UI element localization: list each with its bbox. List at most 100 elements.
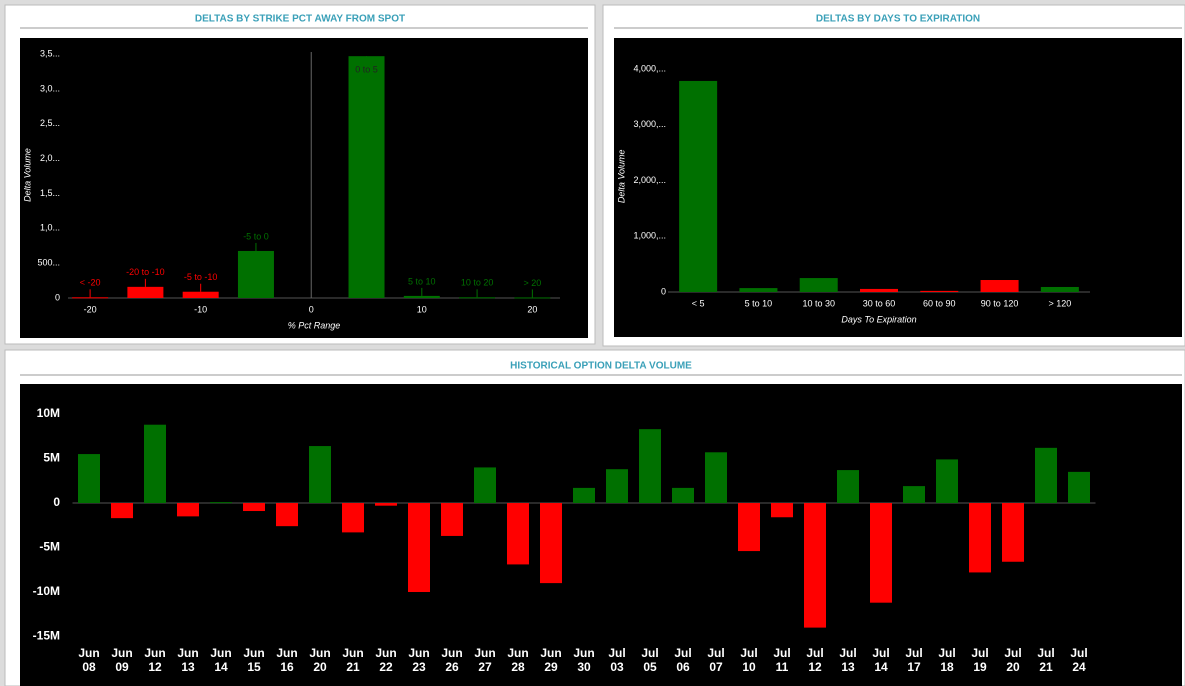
x-tick-label: 60 to 90 <box>923 298 956 308</box>
y-tick-label: 3,000,... <box>633 119 666 129</box>
x-tick-label: Jun 15 <box>243 646 265 675</box>
y-tick-label: 0 <box>53 495 60 509</box>
x-tick-label: Jun 08 <box>78 646 100 675</box>
panel-title: DELTAS BY STRIKE PCT AWAY FROM SPOT <box>195 14 405 25</box>
x-tick-label: 0 <box>309 304 314 314</box>
x-tick-label: Jun 28 <box>507 646 529 675</box>
x-tick-label: Jun 13 <box>177 646 199 675</box>
bar <box>144 424 166 504</box>
y-tick-label: 2,5... <box>40 118 60 128</box>
bar <box>837 470 859 504</box>
bar <box>540 503 562 584</box>
bar <box>969 503 991 573</box>
x-tick-label: Jun 20 <box>309 646 331 675</box>
x-tick-label: 20 <box>527 304 537 314</box>
y-tick-label: 3,0... <box>40 83 60 93</box>
y-tick-label: -15M <box>33 629 60 643</box>
x-tick-label: Jul 18 <box>938 646 956 675</box>
bar <box>1040 286 1079 292</box>
y-tick-label: 0 <box>661 286 666 296</box>
bar <box>177 503 199 517</box>
x-tick-label: Jul 17 <box>905 646 923 675</box>
bar <box>1002 503 1024 562</box>
x-tick-label: 10 <box>417 304 427 314</box>
bar <box>771 503 793 518</box>
panel-title: HISTORICAL OPTION DELTA VOLUME <box>510 361 692 372</box>
x-tick-label: Jun 30 <box>573 646 595 675</box>
y-tick-label: 0 <box>55 292 60 302</box>
bar <box>182 291 219 298</box>
bar <box>474 467 496 504</box>
y-tick-label: 5M <box>43 451 60 465</box>
x-tick-label: Jun 21 <box>342 646 364 675</box>
bar <box>127 286 164 298</box>
x-tick-label: Jul 05 <box>641 646 659 675</box>
bar <box>276 503 298 527</box>
x-tick-label: Jul 19 <box>971 646 989 675</box>
x-tick-label: > 120 <box>1048 298 1071 308</box>
bar <box>870 503 892 603</box>
y-tick-label: 1,5... <box>40 188 60 198</box>
data-label: > 20 <box>523 278 541 288</box>
bar <box>738 503 760 552</box>
bar <box>514 297 551 299</box>
data-label: 0 to 5 <box>355 65 378 75</box>
bar <box>403 295 440 298</box>
x-tick-label: < 5 <box>692 298 705 308</box>
data-label: 10 to 20 <box>461 278 494 288</box>
bar <box>111 503 133 519</box>
x-tick-label: Jul 13 <box>839 646 857 675</box>
x-tick-label: Jun 22 <box>375 646 397 675</box>
y-tick-label: 1,0... <box>40 223 60 233</box>
plot-area <box>20 38 588 338</box>
bar <box>573 487 595 504</box>
y-tick-label: 4,000,... <box>633 63 666 73</box>
x-tick-label: Jun 12 <box>144 646 166 675</box>
x-tick-label: Jun 23 <box>408 646 430 675</box>
bar <box>739 288 778 292</box>
x-tick-label: Jul 12 <box>806 646 824 675</box>
bar <box>679 80 718 292</box>
bar <box>78 454 100 504</box>
x-tick-label: Jul 20 <box>1004 646 1022 675</box>
panel-title: DELTAS BY DAYS TO EXPIRATION <box>816 14 980 25</box>
y-tick-label: 1,000,... <box>633 231 666 241</box>
bar <box>408 503 430 593</box>
bar <box>639 429 661 504</box>
bar <box>459 297 496 299</box>
x-tick-label: Jul 07 <box>707 646 725 675</box>
x-tick-label: Jun 14 <box>210 646 232 675</box>
bar <box>375 503 397 506</box>
x-tick-label: Jul 14 <box>872 646 890 675</box>
data-label: -20 to -10 <box>126 267 165 277</box>
y-tick-label: 2,0... <box>40 153 60 163</box>
x-axis-label: Days To Expiration <box>841 314 916 324</box>
x-tick-label: Jun 27 <box>474 646 496 675</box>
bar <box>705 452 727 504</box>
y-tick-label: 3,5... <box>40 48 60 58</box>
x-tick-label: Jun 29 <box>540 646 562 675</box>
bar <box>1035 447 1057 504</box>
y-tick-label: -5M <box>39 540 60 554</box>
y-axis-label: Delta Volume <box>616 149 626 203</box>
x-tick-label: Jul 24 <box>1070 646 1088 675</box>
x-tick-label: Jun 09 <box>111 646 133 675</box>
x-tick-label: 90 to 120 <box>981 298 1019 308</box>
x-tick-label: -10 <box>194 304 207 314</box>
y-tick-label: 2,000,... <box>633 175 666 185</box>
bar <box>1068 471 1090 504</box>
y-tick-label: -10M <box>33 584 60 598</box>
bar <box>342 503 364 533</box>
x-tick-label: -20 <box>84 304 97 314</box>
bar <box>860 288 898 292</box>
x-axis-label: % Pct Range <box>288 320 341 330</box>
x-tick-label: Jul 10 <box>740 646 758 675</box>
data-label: < -20 <box>80 278 101 288</box>
bar <box>936 459 958 504</box>
bar <box>672 487 694 504</box>
bar <box>804 503 826 628</box>
y-axis-label: Delta Volume <box>22 148 32 202</box>
bar <box>309 446 331 504</box>
